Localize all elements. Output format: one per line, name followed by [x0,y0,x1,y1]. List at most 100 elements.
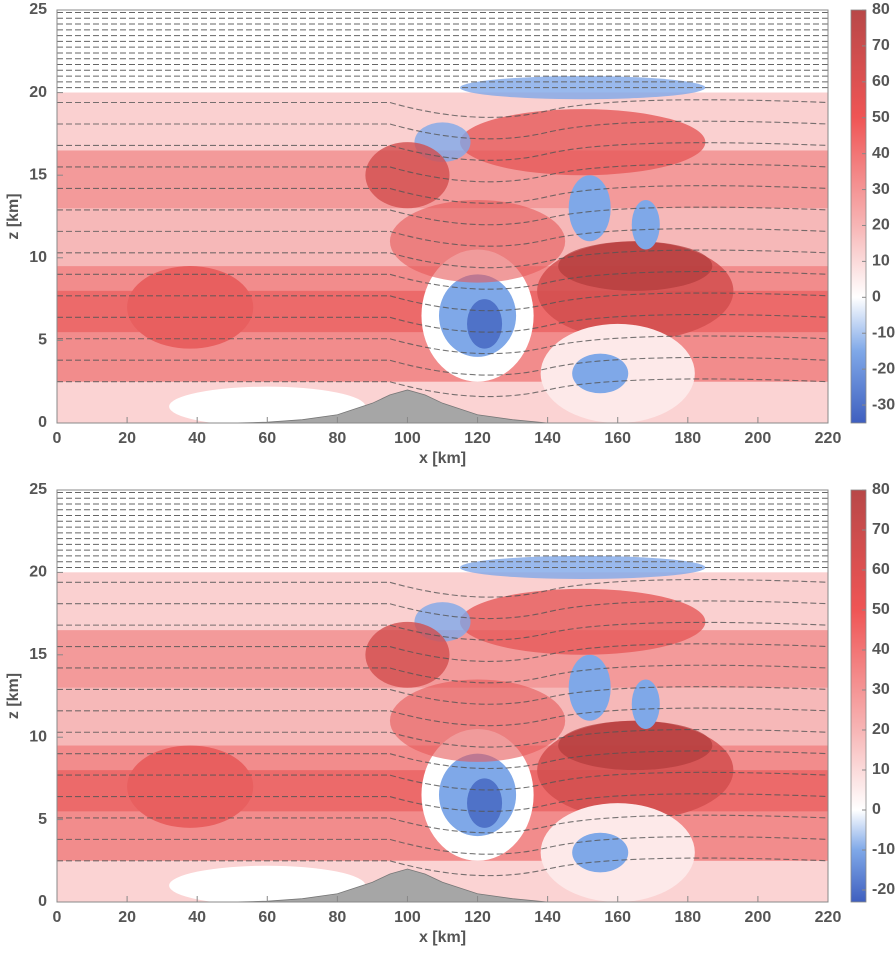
field-blob [365,142,450,209]
colorbar [850,489,867,903]
colorbar-tick-label: -20 [872,360,895,377]
isentrope [57,664,828,684]
isentrope [57,206,828,226]
field-blob [572,353,629,394]
colorbar-tick-label: 0 [872,289,881,306]
y-tick-label: 0 [38,414,47,431]
field-blob [460,109,706,176]
y-axis-label: z [km] [5,193,22,239]
isentrope [57,99,828,118]
isentrope [57,228,828,247]
field-blob [558,720,713,771]
field-blob [467,299,503,349]
field-blob [169,386,366,423]
isentrope [57,313,828,333]
terrain [232,389,548,423]
isentrope [57,728,828,748]
x-tick-label: 40 [188,909,206,926]
isentrope [57,836,828,855]
x-tick-label: 140 [534,430,561,447]
field-blob [558,241,713,291]
y-tick-label: 15 [29,166,47,183]
x-tick-label: 140 [534,909,561,926]
field-blob [467,778,503,828]
colorbar-tick-label: 70 [872,521,890,538]
field-blob [572,832,629,873]
isentrope [57,771,828,791]
colorbar-tick-label: -10 [872,841,895,858]
isentrope [57,793,828,812]
isentrope [57,707,828,727]
isentrope [57,185,828,204]
colorbar-tick-label: 40 [872,641,890,658]
terrain [232,868,548,902]
isentrope [57,356,828,376]
isentrope [57,857,828,877]
field-blob [169,865,366,902]
y-tick-label: 10 [29,249,47,266]
x-tick-label: 80 [328,909,346,926]
colorbar-tick-label: 70 [872,37,890,54]
isentrope [57,814,828,834]
isentrope [57,335,828,355]
x-tick-label: 220 [815,909,842,926]
x-tick-label: 40 [188,430,206,447]
y-tick-label: 15 [29,646,47,663]
y-tick-label: 20 [29,564,47,581]
colorbar-tick-label: 50 [872,601,890,618]
isentrope [57,579,828,598]
x-tick-label: 200 [745,909,772,926]
colorbar-tick-label: 30 [872,181,890,198]
isentrope [57,163,828,183]
x-axis-label: x [km] [419,450,466,467]
colorbar-tick-label: 80 [872,481,890,498]
colorbar-tick-label: 10 [872,761,890,778]
x-tick-label: 0 [53,909,62,926]
colorbar-tick-label: 10 [872,253,890,270]
colorbar-tick-label: 50 [872,109,890,126]
field-blob [127,745,254,828]
x-tick-label: 60 [258,909,276,926]
x-tick-label: 160 [604,909,631,926]
plot-frame [56,9,829,424]
field-blob [127,266,254,349]
colorbar-tick-label: 20 [872,217,890,234]
colorbar-tick-label: 60 [872,73,890,90]
colorbar-tick-label: 40 [872,145,890,162]
x-tick-label: 20 [118,909,136,926]
x-tick-label: 220 [815,430,842,447]
x-tick-label: 80 [328,430,346,447]
colorbar-tick-label: 20 [872,721,890,738]
x-tick-label: 100 [394,430,421,447]
x-tick-label: 120 [464,430,491,447]
y-tick-label: 10 [29,728,47,745]
y-tick-label: 5 [38,811,47,828]
x-tick-label: 180 [674,909,701,926]
field-blob [460,588,706,655]
field-blob [631,679,660,729]
colorbar-tick-label: 80 [872,1,890,18]
field-blob [389,679,566,762]
y-tick-label: 5 [38,332,47,349]
x-tick-label: 180 [674,430,701,447]
colorbar-tick-label: -30 [872,396,895,413]
field-blob [365,621,450,688]
x-tick-label: 160 [604,430,631,447]
x-axis-label: x [km] [419,929,466,946]
colorbar [850,9,867,424]
x-tick-label: 100 [394,909,421,926]
y-tick-label: 25 [29,1,47,18]
isentrope [57,621,828,641]
isentrope [57,249,828,269]
contour-field [57,490,828,902]
y-axis-label: z [km] [5,673,22,719]
contour-field [57,10,828,423]
isentrope [57,750,828,770]
x-tick-label: 120 [464,909,491,926]
isentrope [57,292,828,312]
isentrope [57,643,828,662]
colorbar-tick-label: 0 [872,801,881,818]
y-tick-label: 0 [38,893,47,910]
x-tick-label: 0 [53,430,62,447]
